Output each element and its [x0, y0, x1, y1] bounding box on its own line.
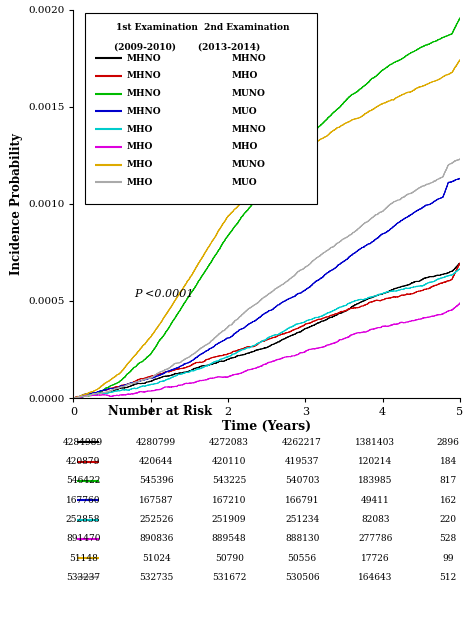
- Text: 540703: 540703: [285, 476, 319, 486]
- Text: 82083: 82083: [361, 515, 390, 524]
- Text: MUNO: MUNO: [232, 160, 266, 169]
- Text: 99: 99: [442, 554, 454, 563]
- Text: MUO: MUO: [232, 107, 257, 116]
- Text: 546422: 546422: [66, 476, 100, 486]
- Text: 512: 512: [439, 573, 457, 582]
- Text: 4272083: 4272083: [209, 438, 249, 447]
- Text: 2896: 2896: [437, 438, 460, 447]
- Text: MHO: MHO: [127, 142, 153, 151]
- Text: 533237: 533237: [66, 573, 100, 582]
- Text: 420644: 420644: [139, 457, 173, 466]
- Text: 251909: 251909: [212, 515, 246, 524]
- Text: 545396: 545396: [139, 476, 173, 486]
- Text: MHNO: MHNO: [232, 125, 266, 134]
- Text: 49411: 49411: [361, 496, 390, 505]
- Y-axis label: Incidence Probability: Incidence Probability: [9, 133, 22, 275]
- Text: MHNO: MHNO: [127, 54, 161, 63]
- Text: Number at Risk: Number at Risk: [108, 405, 212, 418]
- Text: MHO: MHO: [127, 178, 153, 187]
- Text: 4284989: 4284989: [63, 438, 103, 447]
- Text: 528: 528: [439, 534, 457, 543]
- Text: (2009-2010)       (2013-2014): (2009-2010) (2013-2014): [114, 43, 260, 52]
- Text: MUNO: MUNO: [232, 89, 266, 98]
- Text: 184: 184: [439, 457, 457, 466]
- Text: MHO: MHO: [232, 72, 258, 81]
- Text: MHO: MHO: [127, 160, 153, 169]
- Text: 51024: 51024: [142, 554, 171, 563]
- Text: 420879: 420879: [66, 457, 100, 466]
- Text: 531672: 531672: [212, 573, 246, 582]
- Text: MHNO: MHNO: [127, 107, 161, 116]
- Text: MHO: MHO: [127, 125, 153, 134]
- Text: 543225: 543225: [212, 476, 246, 486]
- Text: 167210: 167210: [212, 496, 246, 505]
- Text: 4262217: 4262217: [282, 438, 322, 447]
- Text: 888130: 888130: [285, 534, 319, 543]
- Text: 17726: 17726: [361, 554, 390, 563]
- X-axis label: Time (Years): Time (Years): [222, 420, 311, 433]
- Text: 4280799: 4280799: [136, 438, 176, 447]
- Bar: [85, 13, 317, 204]
- Text: 183985: 183985: [358, 476, 392, 486]
- Text: 167587: 167587: [139, 496, 173, 505]
- Text: 50790: 50790: [215, 554, 244, 563]
- Text: MHNO: MHNO: [127, 89, 161, 98]
- Text: 817: 817: [439, 476, 457, 486]
- Text: 50556: 50556: [288, 554, 317, 563]
- Text: 277786: 277786: [358, 534, 392, 543]
- Text: 51148: 51148: [69, 554, 98, 563]
- Text: 252858: 252858: [66, 515, 100, 524]
- Text: 164643: 164643: [358, 573, 392, 582]
- Text: MHO: MHO: [232, 142, 258, 151]
- Text: 889548: 889548: [212, 534, 246, 543]
- Text: 166791: 166791: [285, 496, 319, 505]
- Text: 532735: 532735: [139, 573, 173, 582]
- Text: 120214: 120214: [358, 457, 392, 466]
- Text: 1st Examination  2nd Examination: 1st Examination 2nd Examination: [116, 23, 290, 32]
- Text: MHNO: MHNO: [127, 72, 161, 81]
- Text: 162: 162: [439, 496, 457, 505]
- Text: 530506: 530506: [285, 573, 319, 582]
- Text: 420110: 420110: [212, 457, 246, 466]
- Text: 252526: 252526: [139, 515, 173, 524]
- Text: 251234: 251234: [285, 515, 319, 524]
- Text: P <0.0001: P <0.0001: [134, 289, 193, 299]
- Text: 419537: 419537: [285, 457, 319, 466]
- Text: MHNO: MHNO: [232, 54, 266, 63]
- Text: 220: 220: [440, 515, 456, 524]
- Text: MUO: MUO: [232, 178, 257, 187]
- Text: 891470: 891470: [66, 534, 100, 543]
- Text: 890836: 890836: [139, 534, 173, 543]
- Text: 167760: 167760: [66, 496, 100, 505]
- Text: 1381403: 1381403: [355, 438, 395, 447]
